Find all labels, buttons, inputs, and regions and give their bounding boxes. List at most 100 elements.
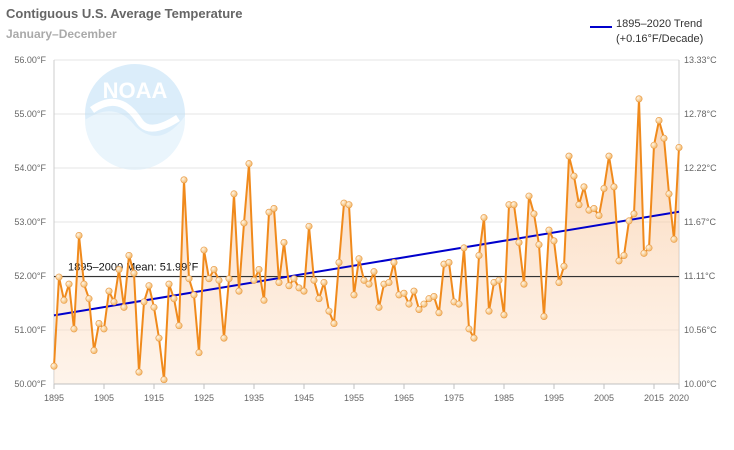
- data-point[interactable]: [405, 300, 413, 308]
- chart-legend[interactable]: 1895–2020 Trend (+0.16°F/Decade): [586, 17, 731, 47]
- data-point[interactable]: [660, 134, 668, 142]
- data-point[interactable]: [630, 210, 638, 218]
- data-point[interactable]: [535, 241, 543, 249]
- data-point[interactable]: [55, 273, 63, 281]
- data-point[interactable]: [645, 244, 653, 252]
- data-point[interactable]: [320, 278, 328, 286]
- data-point[interactable]: [400, 289, 408, 297]
- data-point[interactable]: [205, 275, 213, 283]
- data-point[interactable]: [635, 95, 643, 103]
- data-point[interactable]: [130, 269, 138, 277]
- data-point[interactable]: [275, 278, 283, 286]
- data-point[interactable]: [185, 275, 193, 283]
- data-point[interactable]: [415, 305, 423, 313]
- data-point[interactable]: [260, 296, 268, 304]
- data-point[interactable]: [190, 291, 198, 299]
- data-point[interactable]: [370, 268, 378, 276]
- data-point[interactable]: [375, 303, 383, 311]
- data-point[interactable]: [200, 246, 208, 254]
- data-point[interactable]: [240, 219, 248, 227]
- data-point[interactable]: [390, 258, 398, 266]
- data-point[interactable]: [150, 303, 158, 311]
- data-point[interactable]: [250, 276, 258, 284]
- data-point[interactable]: [140, 298, 148, 306]
- data-point[interactable]: [615, 257, 623, 265]
- data-point[interactable]: [330, 320, 338, 328]
- data-point[interactable]: [95, 320, 103, 328]
- data-point[interactable]: [550, 237, 558, 245]
- data-point[interactable]: [180, 176, 188, 184]
- data-point[interactable]: [485, 307, 493, 315]
- data-point[interactable]: [530, 210, 538, 218]
- data-point[interactable]: [160, 376, 168, 384]
- data-point[interactable]: [470, 334, 478, 342]
- data-point[interactable]: [120, 303, 128, 311]
- data-point[interactable]: [565, 152, 573, 160]
- data-point[interactable]: [50, 362, 58, 370]
- data-point[interactable]: [170, 295, 178, 303]
- data-point[interactable]: [225, 275, 233, 283]
- data-point[interactable]: [430, 293, 438, 301]
- data-point[interactable]: [640, 249, 648, 257]
- data-point[interactable]: [410, 287, 418, 295]
- data-point[interactable]: [355, 255, 363, 263]
- data-point[interactable]: [555, 278, 563, 286]
- data-point[interactable]: [350, 291, 358, 299]
- data-point[interactable]: [325, 307, 333, 315]
- data-point[interactable]: [435, 309, 443, 317]
- data-point[interactable]: [335, 258, 343, 266]
- data-point[interactable]: [235, 287, 243, 295]
- data-point[interactable]: [195, 349, 203, 357]
- data-point[interactable]: [285, 282, 293, 290]
- data-point[interactable]: [590, 205, 598, 213]
- data-point[interactable]: [215, 276, 223, 284]
- data-point[interactable]: [265, 208, 273, 216]
- data-point[interactable]: [165, 280, 173, 288]
- data-point[interactable]: [100, 325, 108, 333]
- data-point[interactable]: [670, 235, 678, 243]
- data-point[interactable]: [300, 287, 308, 295]
- data-point[interactable]: [595, 212, 603, 220]
- data-point[interactable]: [85, 295, 93, 303]
- data-point[interactable]: [525, 192, 533, 200]
- data-point[interactable]: [360, 276, 368, 284]
- data-points[interactable]: [50, 95, 683, 384]
- data-point[interactable]: [610, 183, 618, 191]
- data-point[interactable]: [135, 368, 143, 376]
- data-point[interactable]: [500, 311, 508, 319]
- data-point[interactable]: [445, 258, 453, 266]
- data-point[interactable]: [315, 295, 323, 303]
- data-point[interactable]: [75, 232, 83, 240]
- data-point[interactable]: [115, 266, 123, 274]
- data-point[interactable]: [655, 116, 663, 124]
- data-point[interactable]: [175, 322, 183, 330]
- data-point[interactable]: [625, 217, 633, 225]
- data-point[interactable]: [420, 300, 428, 308]
- data-point[interactable]: [295, 284, 303, 292]
- data-point[interactable]: [90, 347, 98, 355]
- data-point[interactable]: [385, 278, 393, 286]
- data-point[interactable]: [465, 325, 473, 333]
- data-point[interactable]: [515, 239, 523, 247]
- data-point[interactable]: [510, 201, 518, 209]
- data-point[interactable]: [220, 334, 228, 342]
- data-point[interactable]: [310, 276, 318, 284]
- data-point[interactable]: [460, 244, 468, 252]
- data-point[interactable]: [305, 222, 313, 230]
- data-point[interactable]: [60, 296, 68, 304]
- data-point[interactable]: [270, 205, 278, 213]
- data-point[interactable]: [70, 325, 78, 333]
- data-point[interactable]: [210, 266, 218, 274]
- data-point[interactable]: [80, 280, 88, 288]
- data-point[interactable]: [475, 251, 483, 259]
- data-point[interactable]: [125, 251, 133, 259]
- data-point[interactable]: [575, 201, 583, 209]
- data-point[interactable]: [155, 334, 163, 342]
- data-point[interactable]: [580, 183, 588, 191]
- data-point[interactable]: [280, 239, 288, 247]
- data-point[interactable]: [230, 190, 238, 198]
- data-point[interactable]: [255, 266, 263, 274]
- data-point[interactable]: [365, 280, 373, 288]
- data-point[interactable]: [145, 282, 153, 290]
- data-point[interactable]: [455, 300, 463, 308]
